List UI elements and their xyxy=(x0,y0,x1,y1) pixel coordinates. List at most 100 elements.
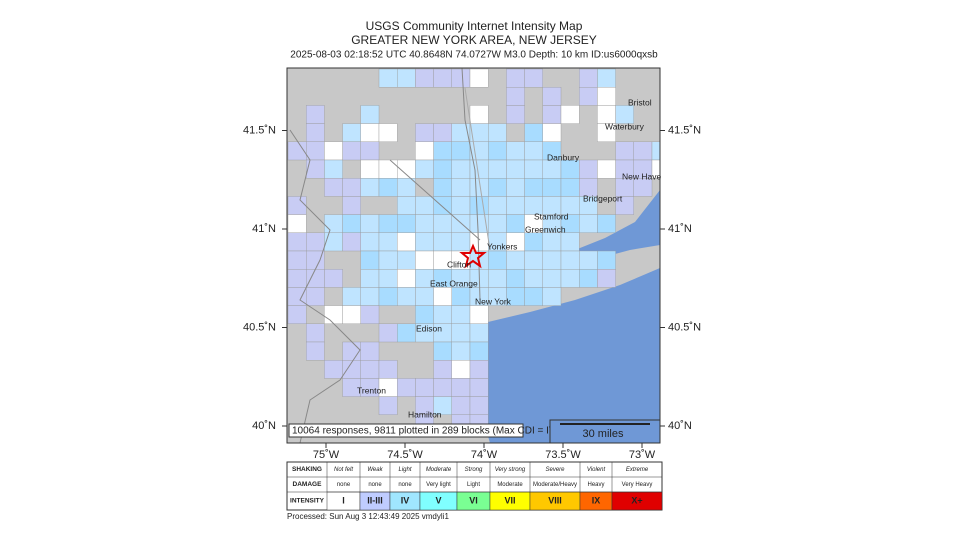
sound xyxy=(575,190,660,262)
cell xyxy=(597,250,616,270)
city-label: Clifton xyxy=(447,259,471,269)
cell xyxy=(306,341,325,361)
city-label: Bristol xyxy=(628,97,652,107)
cell xyxy=(488,123,507,142)
cell xyxy=(469,105,489,124)
cell xyxy=(597,123,616,142)
intensity-label: IX xyxy=(592,495,601,505)
cell xyxy=(378,269,398,288)
scale-box xyxy=(549,419,661,444)
cell xyxy=(433,341,453,361)
cell xyxy=(579,250,598,270)
cell xyxy=(433,214,453,234)
cell xyxy=(506,105,525,124)
cell xyxy=(560,232,580,252)
cell xyxy=(324,177,343,197)
map-frame xyxy=(286,67,661,444)
intensity-label: VII xyxy=(504,495,515,505)
cell xyxy=(433,360,453,379)
cell xyxy=(506,177,525,197)
cell xyxy=(506,269,525,288)
cell xyxy=(342,123,362,142)
cell xyxy=(378,159,398,179)
cell xyxy=(342,196,362,215)
city-label: Danbury xyxy=(547,152,580,162)
cell xyxy=(451,159,471,179)
cell xyxy=(560,250,580,270)
cell xyxy=(306,287,325,306)
city-label: Hamilton xyxy=(408,409,442,419)
cell xyxy=(415,68,434,88)
cell xyxy=(451,232,471,252)
state-line xyxy=(464,87,491,251)
damage-label: Heavy xyxy=(587,482,604,488)
cell xyxy=(524,123,543,142)
footer: Processed: Sun Aug 3 12:43:49 2025 vmdyl… xyxy=(287,512,449,521)
cell xyxy=(306,232,325,252)
cell xyxy=(542,269,562,288)
cell xyxy=(360,141,380,161)
cell xyxy=(397,68,416,88)
cell xyxy=(488,159,507,179)
cell xyxy=(324,360,343,379)
cell xyxy=(651,159,660,179)
cell xyxy=(488,250,507,270)
cell xyxy=(378,232,398,252)
cell xyxy=(506,196,525,215)
cell xyxy=(397,214,416,234)
shaking-label: Light xyxy=(398,467,411,473)
cell xyxy=(342,305,362,325)
cell xyxy=(451,68,471,88)
cell xyxy=(597,86,616,106)
cell xyxy=(524,269,543,288)
cell xyxy=(597,68,616,88)
damage-label: Very light xyxy=(426,482,451,488)
cell xyxy=(324,269,343,288)
cell xyxy=(287,196,307,215)
cell xyxy=(560,269,580,288)
cell xyxy=(378,123,398,142)
cell xyxy=(469,378,489,397)
damage-label: Moderate xyxy=(497,482,523,488)
cell xyxy=(597,159,616,179)
lat-label: 40˚N xyxy=(668,420,692,432)
cell xyxy=(451,378,471,397)
cell xyxy=(542,159,562,179)
cell xyxy=(469,68,489,88)
cell xyxy=(469,159,489,179)
damage-label: Light xyxy=(467,482,480,488)
city-label: Edison xyxy=(416,323,442,333)
region: GREATER NEW YORK AREA, NEW JERSEY xyxy=(351,33,597,47)
cell xyxy=(506,250,525,270)
cell xyxy=(360,305,380,325)
cell xyxy=(324,232,343,252)
cell xyxy=(469,360,489,379)
cell xyxy=(488,141,507,161)
cell xyxy=(451,196,471,215)
cell xyxy=(342,214,362,234)
cell xyxy=(360,269,380,288)
cell xyxy=(287,214,307,234)
cell xyxy=(542,105,562,124)
lat-label: 40˚N xyxy=(252,420,276,432)
cell xyxy=(542,177,562,197)
cell xyxy=(469,396,489,416)
cell xyxy=(433,159,453,179)
cell xyxy=(415,305,434,325)
cell xyxy=(360,214,380,234)
epicenter xyxy=(459,243,487,269)
cell xyxy=(415,196,434,215)
cell xyxy=(433,123,453,142)
damage-label: Moderate/Heavy xyxy=(533,482,577,488)
scale-label: 30 miles xyxy=(583,428,624,440)
cell xyxy=(615,105,634,124)
cell xyxy=(397,177,416,197)
city-label: Trenton xyxy=(357,385,386,395)
city-label: Stamford xyxy=(534,211,569,221)
cell xyxy=(524,159,543,179)
cell xyxy=(542,232,562,252)
city-label: Bridgeport xyxy=(583,193,623,203)
cell xyxy=(433,305,453,325)
cell xyxy=(451,323,471,343)
